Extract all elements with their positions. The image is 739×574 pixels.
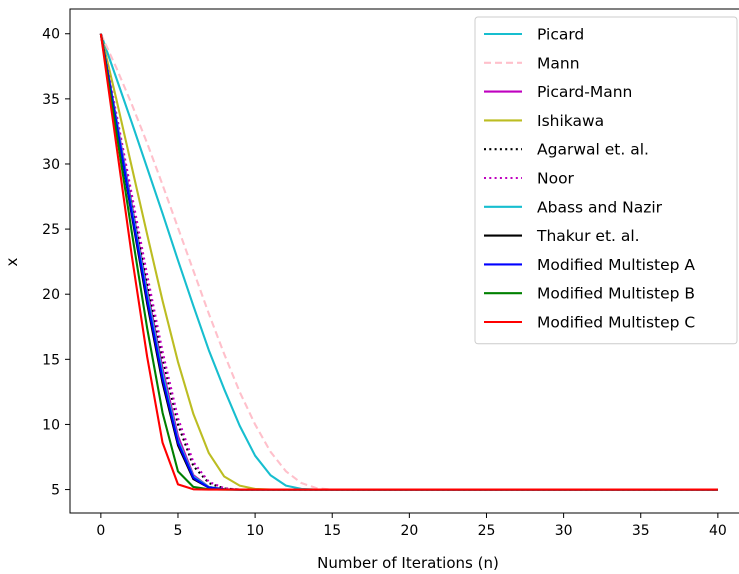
x-tick-label: 10 xyxy=(246,523,264,539)
legend-label-11: Modified Multistep C xyxy=(537,314,695,332)
y-tick-label: 35 xyxy=(42,92,60,108)
x-axis: 0 5 10 15 20 25 30 35 40 xyxy=(96,513,727,539)
y-axis: 5 10 15 20 25 30 35 40 xyxy=(42,27,70,499)
y-tick-label: 20 xyxy=(42,287,60,303)
y-tick-label: 10 xyxy=(42,417,60,433)
plot-frame xyxy=(69,8,739,514)
legend-label-6: Noor xyxy=(537,170,575,188)
plot-area xyxy=(69,8,739,514)
x-tick-label: 15 xyxy=(323,523,341,539)
series-line-11 xyxy=(99,33,718,491)
legend-label-2: Mann xyxy=(537,54,580,72)
x-tick-label: 30 xyxy=(555,523,573,539)
x-tick-label: 35 xyxy=(632,523,650,539)
legend-label-5: Agarwal et. al. xyxy=(537,141,649,159)
legend-label-4: Ishikawa xyxy=(537,112,604,130)
y-tick-label: 5 xyxy=(51,483,60,499)
legend-label-10: Modified Multistep B xyxy=(537,285,695,303)
legend-label-1: Picard xyxy=(537,26,584,44)
x-tick-label: 40 xyxy=(709,523,727,539)
x-tick-label: 25 xyxy=(478,523,496,539)
legend-label-8: Thakur et. al. xyxy=(536,227,640,245)
x-tick-label: 5 xyxy=(174,523,183,539)
y-tick-label: 30 xyxy=(42,157,60,173)
x-tick-label: 0 xyxy=(96,523,105,539)
legend-label-9: Modified Multistep A xyxy=(537,256,695,274)
legend-label-7: Abass and Nazir xyxy=(537,198,663,216)
x-tick-label: 20 xyxy=(400,523,418,539)
legend-label-3: Picard-Mann xyxy=(537,83,632,101)
legend: Picard Mann Picard-Mann Ishikawa Agarwal et.… xyxy=(474,16,738,345)
y-tick-label: 40 xyxy=(42,27,60,43)
legend-box xyxy=(474,16,738,345)
y-tick-label: 15 xyxy=(42,352,60,368)
series-lines xyxy=(99,33,718,491)
y-tick-label: 25 xyxy=(42,222,60,238)
y-axis-label: x xyxy=(3,257,21,266)
x-axis-label: Number of Iterations (n) xyxy=(317,554,499,572)
